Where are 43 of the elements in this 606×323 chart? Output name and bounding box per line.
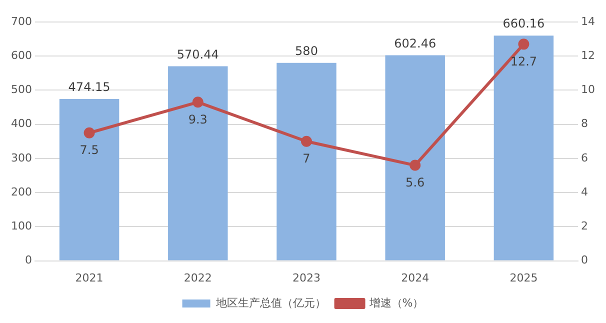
point bbox=[84, 127, 95, 138]
y-tick-label: 600 bbox=[10, 48, 32, 62]
point bbox=[301, 136, 312, 147]
y-tick-label: 200 bbox=[10, 185, 32, 198]
y-tick-label: 500 bbox=[10, 83, 32, 96]
bar bbox=[494, 36, 554, 260]
bar bbox=[385, 55, 445, 260]
data-label: 570.44 bbox=[176, 47, 219, 62]
y2-tick-label: 14 bbox=[581, 14, 596, 28]
point bbox=[192, 96, 204, 108]
data-label: 7.5 bbox=[80, 142, 99, 157]
x-tick-label: 2022 bbox=[184, 271, 212, 284]
data-label: 7 bbox=[302, 152, 310, 166]
y2-tick-label: 0 bbox=[581, 254, 588, 267]
y-tick-label: 0 bbox=[24, 254, 32, 267]
y-tick-label: 700 bbox=[10, 14, 32, 28]
y2-tick-label: 12 bbox=[581, 48, 596, 62]
y2-tick-label: 4 bbox=[581, 185, 588, 198]
y-tick-label: 400 bbox=[10, 117, 32, 130]
data-label: 12.7 bbox=[510, 54, 538, 68]
x-tick-label: 2024 bbox=[401, 271, 430, 284]
point bbox=[518, 38, 530, 50]
data-label: 660.16 bbox=[502, 16, 545, 31]
x-tick-label: 2021 bbox=[75, 271, 104, 284]
x-tick-label: 2023 bbox=[292, 271, 320, 284]
data-label: 474.15 bbox=[68, 80, 110, 94]
y2-tick-label: 6 bbox=[581, 151, 588, 164]
y-tick-label: 300 bbox=[10, 151, 32, 164]
bar bbox=[59, 99, 120, 260]
y2-tick-label: 8 bbox=[581, 117, 588, 130]
data-label: 9.3 bbox=[188, 112, 208, 126]
y-tick-label: 100 bbox=[10, 220, 32, 233]
bar bbox=[276, 62, 336, 260]
y2-tick-label: 10 bbox=[581, 83, 596, 96]
legend-label: 增速（%） bbox=[368, 296, 424, 310]
legend-label: 地区生产总值（亿元） bbox=[214, 296, 326, 310]
data-label: 602.46 bbox=[394, 36, 436, 50]
x-tick-label: 2025 bbox=[510, 271, 538, 284]
bar bbox=[168, 66, 228, 260]
data-label: 580 bbox=[295, 44, 318, 58]
point bbox=[410, 160, 421, 171]
data-label: 5.6 bbox=[406, 175, 425, 190]
y2-tick-label: 2 bbox=[581, 220, 588, 233]
